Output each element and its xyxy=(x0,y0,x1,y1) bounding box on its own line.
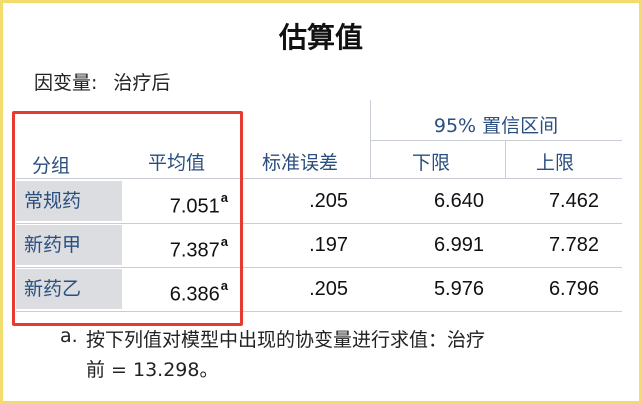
upper-cell: 6.796 xyxy=(548,278,599,300)
row-divider xyxy=(16,267,622,268)
mean-cell: 7.387a xyxy=(169,234,228,262)
highlight-box xyxy=(12,111,243,326)
footnote-line2: 前 = 13.298。 xyxy=(86,359,219,381)
header-divider xyxy=(370,100,371,178)
dependent-variable-label: 因变量: xyxy=(34,72,98,94)
upper-header: 上限 xyxy=(536,152,575,174)
upper-cell: 7.462 xyxy=(548,190,599,212)
header-divider xyxy=(370,140,622,141)
mean-header: 平均值 xyxy=(148,152,206,174)
mean-cell: 7.051a xyxy=(169,190,228,218)
header-divider xyxy=(505,140,506,178)
group-header: 分组 xyxy=(32,155,71,177)
lower-cell: 6.640 xyxy=(433,190,484,212)
header-bottom-rule xyxy=(16,178,622,179)
footnote-marker: a. xyxy=(60,325,78,347)
lower-header: 下限 xyxy=(412,152,451,174)
se-cell: .205 xyxy=(309,190,348,212)
row-label: 常规药 xyxy=(16,181,122,221)
lower-cell: 5.976 xyxy=(433,278,484,300)
lower-cell: 6.991 xyxy=(433,234,484,256)
dependent-variable-value: 治疗后 xyxy=(113,72,171,94)
dependent-variable: 因变量: 治疗后 xyxy=(34,68,170,95)
ci-header: 95% 置信区间 xyxy=(433,115,559,137)
table-bottom-rule xyxy=(16,311,622,312)
row-divider xyxy=(16,223,622,224)
mean-cell: 6.386a xyxy=(169,278,228,306)
table-title: 估算值 xyxy=(278,21,363,54)
upper-cell: 7.782 xyxy=(548,234,599,256)
se-cell: .197 xyxy=(309,234,348,256)
footnote-line1: 按下列值对模型中出现的协变量进行求值：治疗 xyxy=(86,329,486,351)
se-header: 标准误差 xyxy=(262,152,339,174)
se-cell: .205 xyxy=(309,278,348,300)
row-label: 新药甲 xyxy=(16,225,122,265)
row-label: 新药乙 xyxy=(16,269,122,309)
